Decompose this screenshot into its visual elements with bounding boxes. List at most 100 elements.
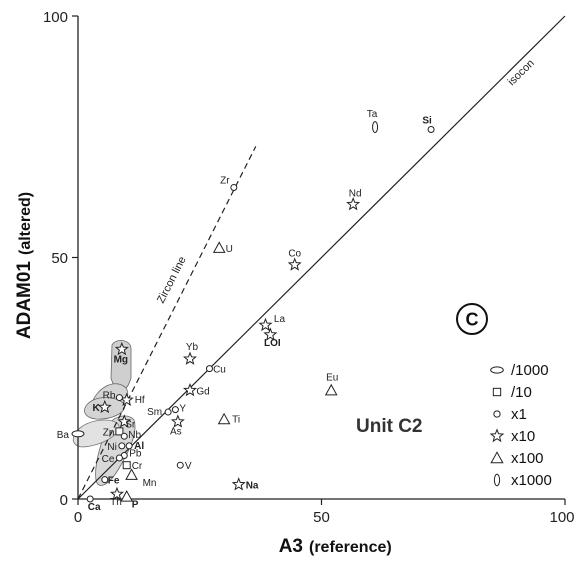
- point-label-zn: Zn: [103, 427, 115, 438]
- point-label-ba: Ba: [57, 430, 70, 441]
- data-point-ce: Ce: [102, 454, 123, 465]
- point-label-ta: Ta: [367, 109, 378, 120]
- point-label-nb: Nb: [128, 430, 141, 441]
- panel-badge-circle: [456, 303, 488, 335]
- circle-marker: [171, 406, 179, 414]
- shaded-field-ba: [72, 419, 120, 448]
- star-marker: [114, 341, 129, 356]
- point-label-fe: Fe: [108, 476, 120, 487]
- circle-marker: [101, 476, 109, 484]
- point-label-p: P: [132, 500, 139, 511]
- point-label-u: U: [226, 244, 233, 255]
- point-label-co: Co: [288, 249, 301, 260]
- legend-label: x1000: [511, 472, 552, 489]
- data-point-rb: Rb: [103, 391, 123, 402]
- circle-marker: [427, 126, 435, 134]
- legend-star-icon: [489, 428, 505, 443]
- point-label-zr: Zr: [220, 175, 230, 186]
- circle-marker: [86, 495, 94, 503]
- triangle-marker: [324, 383, 338, 396]
- data-point-cu: Cu: [205, 365, 226, 376]
- legend-item-4: x100: [490, 450, 544, 467]
- legend-triangle-icon: [490, 451, 504, 464]
- y-axis-title-main: ADAM01: [14, 261, 35, 340]
- data-point-mg: Mg: [114, 341, 129, 365]
- data-point-k: K: [93, 399, 112, 414]
- data-point-sm: Sm: [147, 407, 172, 418]
- legend-item-5: x1000: [493, 472, 552, 489]
- data-point-nb: Nb: [120, 430, 141, 441]
- data-point-as: As: [170, 414, 185, 438]
- data-point-y: Y: [171, 404, 186, 415]
- x-axis-title-main: A3: [279, 536, 303, 557]
- point-label-na: Na: [246, 481, 259, 492]
- point-label-sm: Sm: [147, 407, 162, 418]
- point-label-as: As: [170, 427, 182, 438]
- legend: /1000/10 x1 x10 x100 x1000: [489, 362, 552, 489]
- data-point-ti: Ti: [217, 412, 240, 425]
- legend-circle-icon: [493, 410, 501, 418]
- point-label-ni: Ni: [107, 442, 116, 453]
- star-marker: [287, 257, 302, 271]
- data-point-yb: Yb: [182, 342, 199, 365]
- point-label-ti: Ti: [232, 414, 240, 425]
- data-point-fe: Fe: [101, 476, 120, 487]
- zircon-line-label: Zircon line: [155, 255, 189, 306]
- circle-marker: [118, 442, 126, 450]
- data-point-cr: Cr: [122, 461, 143, 472]
- triangle-marker: [120, 490, 134, 502]
- isocon-label: isocon: [506, 57, 537, 88]
- legend-label: x100: [511, 450, 544, 467]
- point-label-hf: Hf: [135, 395, 145, 406]
- legend-label: x10: [511, 428, 535, 445]
- data-point-si: Si: [422, 116, 435, 134]
- data-point-v: V: [176, 461, 192, 472]
- x-tick-label-0: 0: [74, 509, 82, 526]
- data-point-ba: Ba: [57, 430, 85, 441]
- circle-marker: [205, 365, 213, 373]
- data-point-co: Co: [287, 249, 302, 271]
- point-label-nd: Nd: [349, 188, 362, 199]
- data-point-ta: Ta: [367, 109, 379, 134]
- circle-marker: [125, 442, 133, 450]
- data-point-th: Th: [109, 486, 124, 508]
- data-point-na: Na: [231, 477, 259, 492]
- point-label-pb: Pb: [129, 449, 142, 460]
- data-point-al: Al: [125, 441, 144, 452]
- legend-label: x1: [511, 406, 527, 423]
- circle-marker: [115, 454, 123, 462]
- ellipse-v-marker: [372, 121, 379, 134]
- star-marker: [258, 317, 273, 332]
- point-label-v: V: [185, 461, 192, 472]
- point-label-la: La: [274, 314, 286, 325]
- circle-marker: [164, 408, 172, 416]
- star-marker: [346, 196, 361, 211]
- y-tick-label-0: 0: [60, 492, 68, 509]
- x-axis-title-sub: (reference): [309, 539, 392, 556]
- point-label-k: K: [93, 403, 101, 414]
- x-tick-label-100: 100: [549, 509, 574, 526]
- point-label-gd: Gd: [196, 386, 209, 397]
- star-marker: [263, 327, 278, 341]
- legend-ellipse-h-icon: [490, 366, 504, 374]
- legend-label: /1000: [511, 362, 549, 379]
- data-point-u: U: [212, 241, 233, 255]
- triangle-marker: [125, 468, 138, 480]
- panel-label: C: [466, 310, 479, 330]
- circle-marker: [230, 183, 238, 191]
- y-axis-title: ADAM01 (altered): [14, 192, 35, 339]
- x-tick-label-50: 50: [313, 509, 330, 526]
- line-labels: isocon Zircon line: [155, 57, 537, 305]
- square-marker: [115, 427, 124, 436]
- legend-label: /10: [511, 384, 532, 401]
- star-marker: [182, 351, 198, 365]
- triangle-marker: [212, 241, 226, 253]
- data-point-zr: Zr: [220, 175, 238, 191]
- point-label-si: Si: [422, 116, 432, 127]
- data-point-nd: Nd: [346, 188, 362, 211]
- circle-marker: [176, 461, 184, 469]
- point-label-ca: Ca: [88, 502, 101, 513]
- point-label-cu: Cu: [213, 365, 226, 376]
- legend-square-icon: [492, 387, 502, 397]
- y-tick-label-100: 100: [43, 9, 68, 26]
